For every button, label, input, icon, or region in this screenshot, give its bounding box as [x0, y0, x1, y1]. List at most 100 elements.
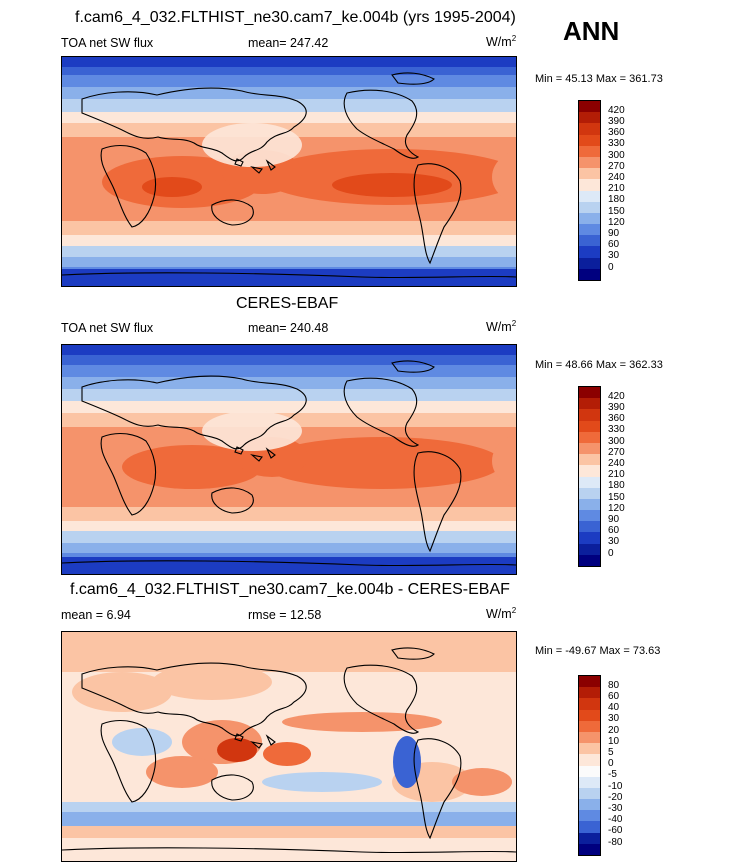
panel3-unit: W/m2 [486, 606, 517, 622]
panel2-minmax: Min = 48.66 Max = 362.33 [535, 359, 663, 371]
colorbar-segment [579, 101, 600, 113]
colorbar-segment [579, 543, 600, 555]
colorbar-segment [579, 765, 600, 777]
colorbar-segment [579, 843, 600, 855]
colorbar-segment [579, 156, 600, 169]
colorbar-segment [579, 224, 600, 236]
colorbar-segment [579, 776, 600, 788]
colorbar-segment [579, 698, 600, 710]
panel3-rmse: rmse = 12.58 [248, 608, 322, 622]
panel1-unit: W/m2 [486, 34, 517, 50]
colorbar-tick-label: -30 [608, 802, 623, 814]
colorbar-segment [579, 832, 600, 844]
colorbar-segment [579, 123, 600, 135]
panel1-title: f.cam6_4_032.FLTHIST_ne30.cam7_ke.004b (… [75, 9, 516, 26]
colorbar-tick-label: 240 [608, 171, 625, 183]
colorbar-segment [579, 179, 600, 191]
panel1-minmax: Min = 45.13 Max = 361.73 [535, 73, 663, 85]
colorbar-tick-label: 150 [608, 205, 625, 217]
colorbar-tick-label: -10 [608, 780, 623, 792]
panel1-mean: mean= 247.42 [248, 36, 329, 50]
colorbar-segment [579, 799, 600, 811]
panel3-minmax: Min = -49.67 Max = 73.63 [535, 645, 661, 657]
colorbar-tick-label: 0 [608, 547, 614, 559]
colorbar-segment [579, 510, 600, 522]
colorbar-tick-label: -60 [608, 825, 623, 837]
colorbar-segment [579, 487, 600, 499]
colorbar-tick-label: 150 [608, 491, 625, 503]
colorbar-segment [579, 532, 600, 544]
colorbar-tick-label: 0 [608, 758, 614, 770]
season-label: ANN [563, 16, 620, 46]
colorbar-segment [579, 709, 600, 721]
colorbar-segment [579, 498, 600, 511]
colorbar-segment [579, 409, 600, 421]
colorbar-tick-label: 60 [608, 525, 620, 537]
colorbar-tick-label: 60 [608, 690, 620, 702]
colorbar-segment [579, 465, 600, 477]
colorbar-tick-label: 0 [608, 261, 614, 273]
colorbar-segment [579, 521, 600, 533]
colorbar-tick-label: 390 [608, 401, 625, 413]
colorbar-segment [579, 134, 600, 146]
colorbar-segment [579, 676, 600, 688]
colorbar-segment [579, 810, 600, 822]
colorbar-tick-label: 120 [608, 502, 625, 514]
colorbar-segment [579, 454, 600, 466]
colorbar-tick-label: 420 [608, 390, 625, 402]
colorbar-tick-label: 180 [608, 194, 625, 206]
colorbar-segment [579, 268, 600, 280]
colorbar-tick-label: -40 [608, 814, 623, 826]
colorbar-segment [579, 787, 600, 800]
panel2-variable-label: TOA net SW flux [61, 321, 154, 335]
colorbar-tick-label: -80 [608, 836, 623, 848]
panel2-title: CERES-EBAF [236, 295, 339, 312]
colorbar-tick-label: 180 [608, 480, 625, 492]
colorbar-segment [579, 190, 600, 202]
colorbar-segment [579, 476, 600, 488]
colorbar-tick-label: 30 [608, 713, 620, 725]
colorbar-tick-label: 210 [608, 469, 625, 481]
colorbar-tick-label: 90 [608, 227, 620, 239]
colorbar-tick-label: 420 [608, 104, 625, 116]
colorbar-tick-label: 330 [608, 424, 625, 436]
panel2-mean: mean= 240.48 [248, 321, 329, 335]
panel1-variable-label: TOA net SW flux [61, 36, 154, 50]
colorbar-segment [579, 212, 600, 225]
colorbar-segment [579, 398, 600, 410]
colorbar-tick-label: 270 [608, 446, 625, 458]
colorbar-segment [579, 442, 600, 455]
colorbar-tick-label: 40 [608, 702, 620, 714]
colorbar-tick-label: -5 [608, 769, 617, 781]
colorbar-segment [579, 112, 600, 124]
colorbar-segment [579, 246, 600, 258]
colorbar-segment [579, 554, 600, 566]
panel3-mean: mean = 6.94 [61, 608, 131, 622]
panel2-map [61, 344, 517, 575]
panel3-map [61, 631, 517, 862]
colorbar-segment [579, 720, 600, 732]
colorbar-segment [579, 743, 600, 755]
colorbar-tick-label: 300 [608, 149, 625, 161]
colorbar-tick-label: -20 [608, 791, 623, 803]
panel2-colorbar [578, 386, 601, 567]
colorbar-tick-label: 80 [608, 679, 620, 691]
colorbar-segment [579, 168, 600, 180]
colorbar-tick-label: 210 [608, 183, 625, 195]
colorbar-segment [579, 420, 600, 432]
colorbar-tick-label: 5 [608, 746, 614, 758]
colorbar-segment [579, 431, 600, 443]
colorbar-segment [579, 687, 600, 699]
panel3-title: f.cam6_4_032.FLTHIST_ne30.cam7_ke.004b -… [70, 581, 510, 598]
colorbar-tick-label: 120 [608, 216, 625, 228]
colorbar-tick-label: 360 [608, 413, 625, 425]
colorbar-tick-label: 30 [608, 536, 620, 548]
panel2-unit: W/m2 [486, 319, 517, 335]
colorbar-tick-label: 30 [608, 250, 620, 262]
colorbar-segment [579, 257, 600, 269]
colorbar-tick-label: 90 [608, 513, 620, 525]
colorbar-tick-label: 60 [608, 239, 620, 251]
colorbar-segment [579, 731, 600, 744]
panel3-colorbar [578, 675, 601, 856]
colorbar-segment [579, 821, 600, 833]
